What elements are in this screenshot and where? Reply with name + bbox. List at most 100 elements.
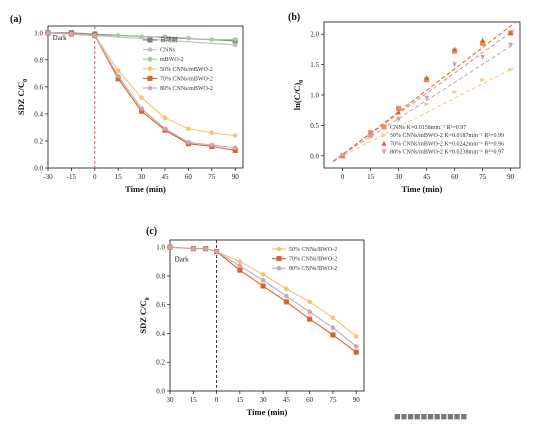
data-point <box>209 142 215 148</box>
y-axis-label-subscript: 0 <box>145 297 151 300</box>
y-tick-label: 0.4 <box>156 330 165 338</box>
x-tick-label: 0 <box>341 173 345 181</box>
legend-marker <box>147 85 153 91</box>
data-point <box>424 75 429 81</box>
data-point <box>508 30 513 36</box>
data-point <box>368 133 373 139</box>
data-point <box>237 259 243 264</box>
plot-frame <box>169 239 365 392</box>
x-tick-label: 30 <box>167 396 175 404</box>
legend-entry: 80% CNNs/mBWO-2 K=0.0238min⁻¹ R²=0.97 <box>390 150 504 156</box>
x-tick-label: 90 <box>507 173 515 181</box>
data-point <box>424 95 429 101</box>
data-point <box>480 54 485 61</box>
data-point <box>232 145 238 151</box>
legend-entry: 70% CNNs/BWO-2 <box>289 257 337 263</box>
series-4 <box>340 42 513 159</box>
legend-marker <box>147 66 153 72</box>
data-point <box>508 42 513 48</box>
legend-marker <box>276 256 282 262</box>
y-tick-label: 0.2 <box>156 359 165 367</box>
data-point <box>139 34 144 40</box>
x-tick-label: 45 <box>162 173 170 181</box>
x-tick-label: 0 <box>93 173 97 181</box>
data-point <box>480 37 485 43</box>
y-tick-label: 1.0 <box>34 29 43 37</box>
y-tick-label: 0.8 <box>34 56 43 64</box>
data-point <box>396 109 401 115</box>
legend-entry: 70% CNNs/mBWO-2 <box>160 76 213 82</box>
x-axis-label: Time (min) <box>247 407 288 417</box>
legend-marker <box>147 56 153 62</box>
dark-label: Dark <box>53 34 67 42</box>
x-tick-label: 45 <box>283 396 291 404</box>
data-point <box>69 31 74 37</box>
panel-1: (a) -30 -15 0 15 30 45 60 75 90 0.0 0.2 0.4 0.6 0.8 1.0… <box>10 14 244 194</box>
legend-marker <box>147 47 153 52</box>
y-tick-label: 0.6 <box>34 83 43 91</box>
data-point <box>396 117 401 123</box>
x-axis-label: Time (min) <box>402 184 443 194</box>
legend-entry: 50% CNNs/BWO-2 <box>289 247 337 253</box>
data-point <box>232 42 238 48</box>
x-tick-label: 30 <box>260 396 268 404</box>
legend-entry: CNNs K=0.0158min⁻¹ R²=0.97 <box>390 125 466 131</box>
y-tick-label: 2.0 <box>310 31 319 39</box>
data-point <box>237 263 243 269</box>
y-axis-label: ln(C/C)0 <box>292 80 305 110</box>
y-tick-label: 0.0 <box>34 165 43 173</box>
dark-label: Dark <box>175 256 189 264</box>
fit-line <box>333 22 515 163</box>
panel-letter: (c) <box>146 226 157 237</box>
data-point <box>232 133 238 138</box>
data-point <box>167 244 173 250</box>
y-tick-label: 1.5 <box>310 61 319 69</box>
y-tick-label: 0.5 <box>310 122 319 130</box>
x-tick-label: 0 <box>215 396 219 404</box>
y-tick-label: 0.2 <box>34 137 43 145</box>
y-tick-label: 0.0 <box>156 388 165 396</box>
y-axis-label-subscript: 0 <box>299 80 305 83</box>
x-tick-label: 75 <box>479 173 487 181</box>
x-tick-label: 30 <box>395 173 403 181</box>
panel-2: (b) 0 15 30 45 60 75 90 0.0 0.5 1.0 1.5 2.0 Time (min… <box>288 12 521 194</box>
x-tick-label: 15 <box>190 396 198 404</box>
y-tick-label: 0.8 <box>156 272 165 280</box>
data-point <box>92 33 98 38</box>
data-point <box>340 153 345 159</box>
legend-marker <box>276 265 282 271</box>
data-point <box>186 35 191 41</box>
data-point <box>139 95 144 100</box>
data-point <box>330 325 336 331</box>
data-point <box>45 30 51 36</box>
data-point <box>162 126 168 132</box>
data-point <box>480 77 486 83</box>
x-tick-label: 60 <box>306 396 314 404</box>
x-tick-label: 15 <box>115 173 123 181</box>
legend-entry: 50% CNNs/mBWO-2 <box>160 67 213 73</box>
series-line <box>169 246 357 353</box>
legend-marker <box>381 140 387 146</box>
fit-line <box>333 29 515 162</box>
data-point <box>186 140 191 145</box>
legend-marker <box>147 37 153 43</box>
data-point <box>209 130 215 136</box>
data-point <box>214 249 219 254</box>
series-line <box>169 246 357 347</box>
x-tick-label: 75 <box>208 173 216 181</box>
panel-letter: (b) <box>288 12 300 23</box>
legend-marker <box>276 246 282 252</box>
x-tick-label: 90 <box>232 173 240 181</box>
data-point <box>115 68 121 73</box>
data-point <box>203 246 208 251</box>
y-axis-label: SDZ C/C0 <box>138 297 151 333</box>
y-axis-label-subscript: 0 <box>23 79 29 82</box>
series-3 <box>167 244 359 349</box>
legend-entry: 自降解 <box>160 36 178 44</box>
legend: 50% CNNs/BWO-2 70% CNNs/BWO-2 80% CNNs/BWO… <box>272 246 337 272</box>
legend-entry: 70% CNNs/mBWO-2 K=0.0242min⁻¹ R²=0.96 <box>390 141 504 147</box>
data-point <box>307 309 312 315</box>
data-point <box>330 315 336 320</box>
data-point <box>186 126 191 132</box>
legend-marker <box>381 132 387 138</box>
